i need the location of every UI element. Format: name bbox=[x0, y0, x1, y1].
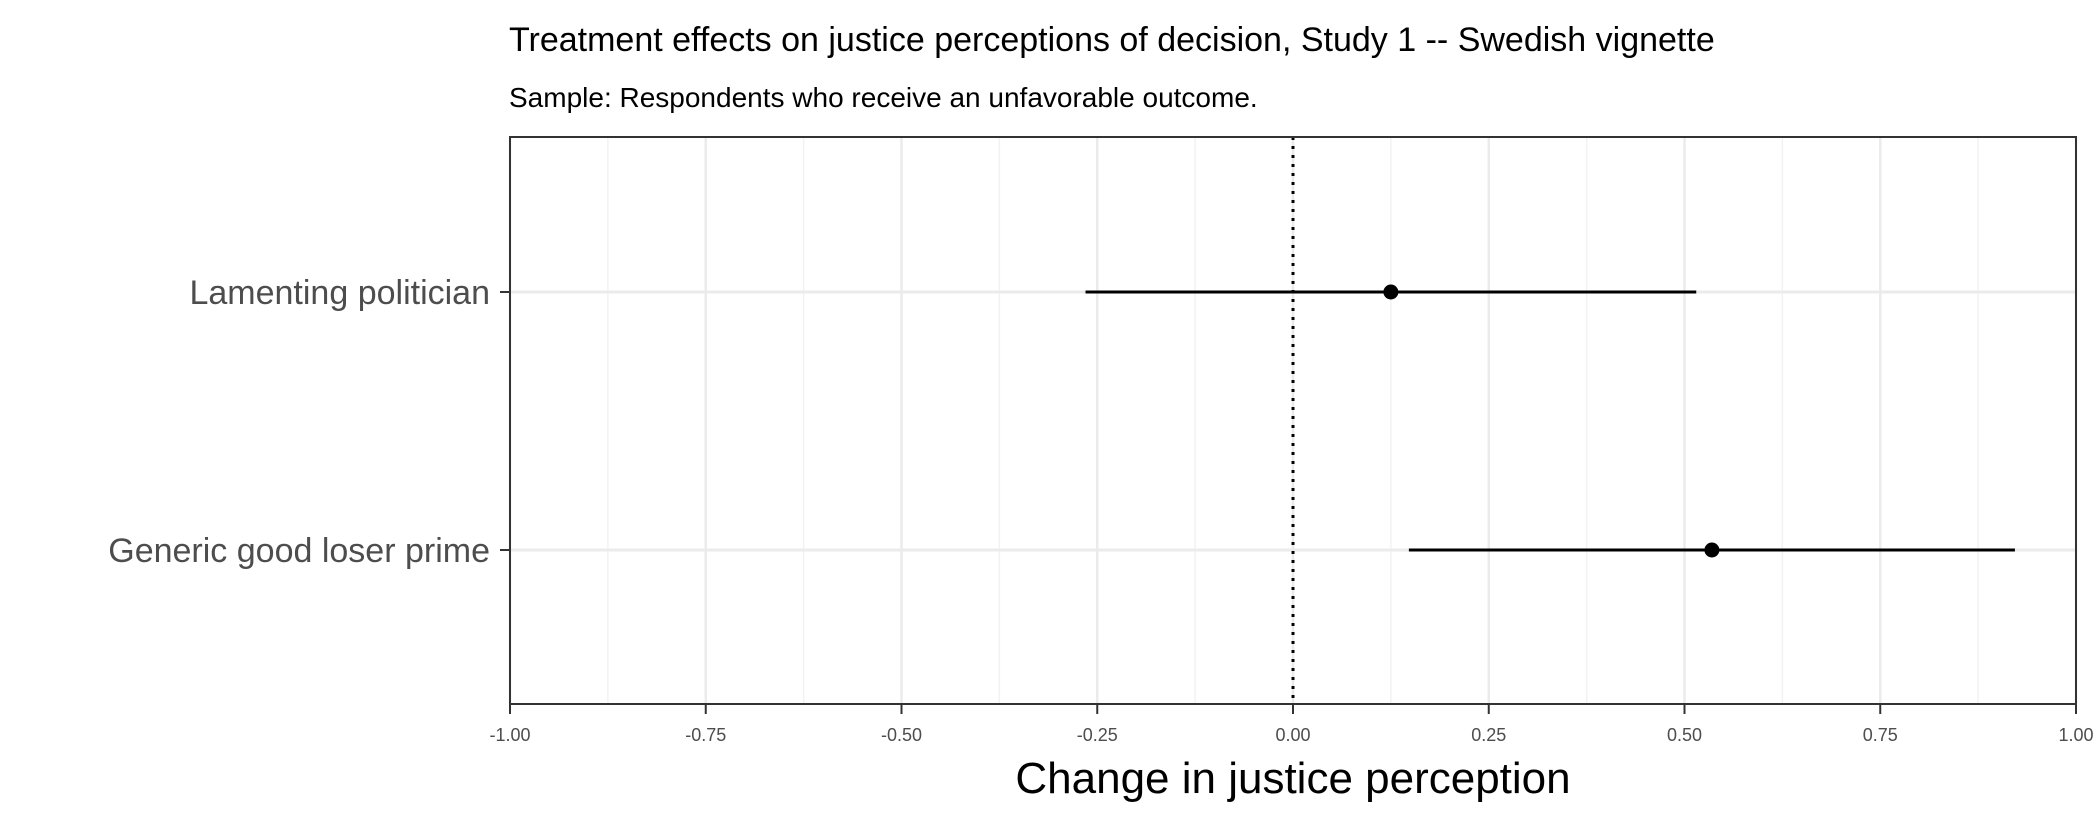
grid-layer bbox=[508, 137, 2078, 704]
x-tick-label: -0.25 bbox=[1077, 725, 1118, 745]
x-tick-label: 0.25 bbox=[1471, 725, 1506, 745]
x-tick-label: -0.75 bbox=[685, 725, 726, 745]
estimate-point bbox=[1383, 284, 1399, 300]
x-tick-label: 1.00 bbox=[2058, 725, 2093, 745]
x-tick-label: -1.00 bbox=[489, 725, 530, 745]
x-axis-title: Change in justice perception bbox=[1015, 754, 1570, 803]
chart-subtitle: Sample: Respondents who receive an unfav… bbox=[509, 82, 1258, 113]
marks-layer bbox=[1085, 284, 2015, 558]
chart-title: Treatment effects on justice perceptions… bbox=[509, 21, 1715, 59]
x-tick-label: 0.00 bbox=[1275, 725, 1310, 745]
estimate-point bbox=[1704, 542, 1720, 558]
y-tick-label: Lamenting politician bbox=[189, 274, 490, 312]
x-tick-label: -0.50 bbox=[881, 725, 922, 745]
y-tick-label: Generic good loser prime bbox=[108, 532, 490, 570]
x-tick-label: 0.50 bbox=[1667, 725, 1702, 745]
axis-layer: -1.00 -0.75 -0.50 -0.25 0.00 0.25 0.50 0.75 1.00… bbox=[108, 274, 2093, 745]
x-tick-label: 0.75 bbox=[1863, 725, 1898, 745]
